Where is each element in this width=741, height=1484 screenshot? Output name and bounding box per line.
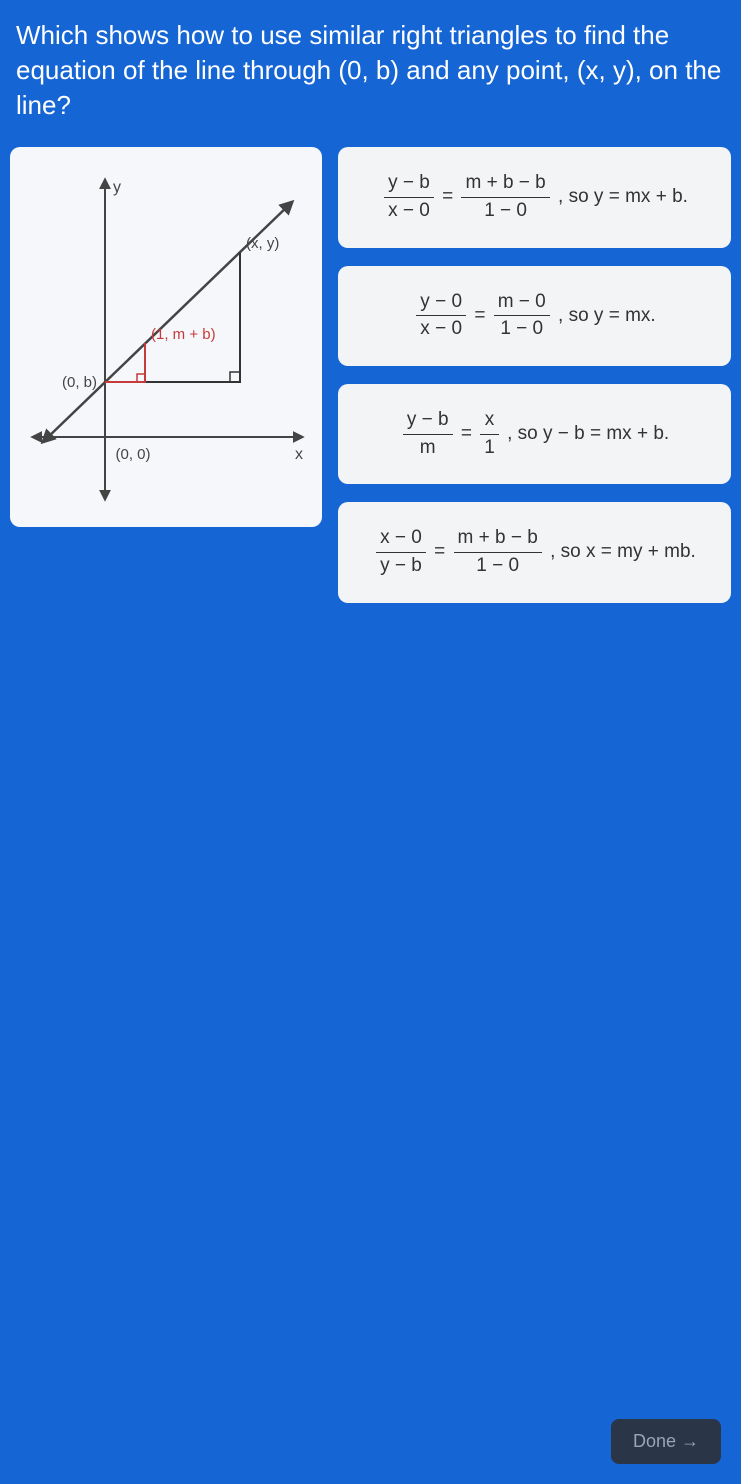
answer-option-3[interactable]: y − bm = x1 , so y − b = mx + b. — [338, 384, 731, 484]
answer-option-2[interactable]: y − 0x − 0 = m − 01 − 0 , so y = mx. — [338, 266, 731, 366]
diagram-panel: y x (0, 0) (0, b) (1, m + b) (x, y) — [10, 147, 322, 527]
origin-label: (0, 0) — [115, 446, 150, 463]
b-point-label: (0, b) — [62, 374, 97, 391]
big-point-label: (x, y) — [246, 235, 279, 252]
small-point-label: (1, m + b) — [151, 326, 216, 343]
answers-column: y − bx − 0 = m + b − b1 − 0 , so y = mx … — [338, 147, 731, 603]
similar-triangles-diagram: y x (0, 0) (0, b) (1, m + b) (x, y) — [10, 147, 322, 527]
answer-option-4[interactable]: x − 0y − b = m + b − b1 − 0 , so x = my … — [338, 502, 731, 602]
x-axis-label: x — [295, 446, 303, 463]
done-button[interactable]: Done → — [611, 1419, 721, 1464]
question-text: Which shows how to use similar right tri… — [10, 18, 731, 123]
y-axis-label: y — [113, 179, 121, 196]
answer-option-1[interactable]: y − bx − 0 = m + b − b1 − 0 , so y = mx … — [338, 147, 731, 247]
content-row: y x (0, 0) (0, b) (1, m + b) (x, y) y − … — [10, 147, 731, 603]
